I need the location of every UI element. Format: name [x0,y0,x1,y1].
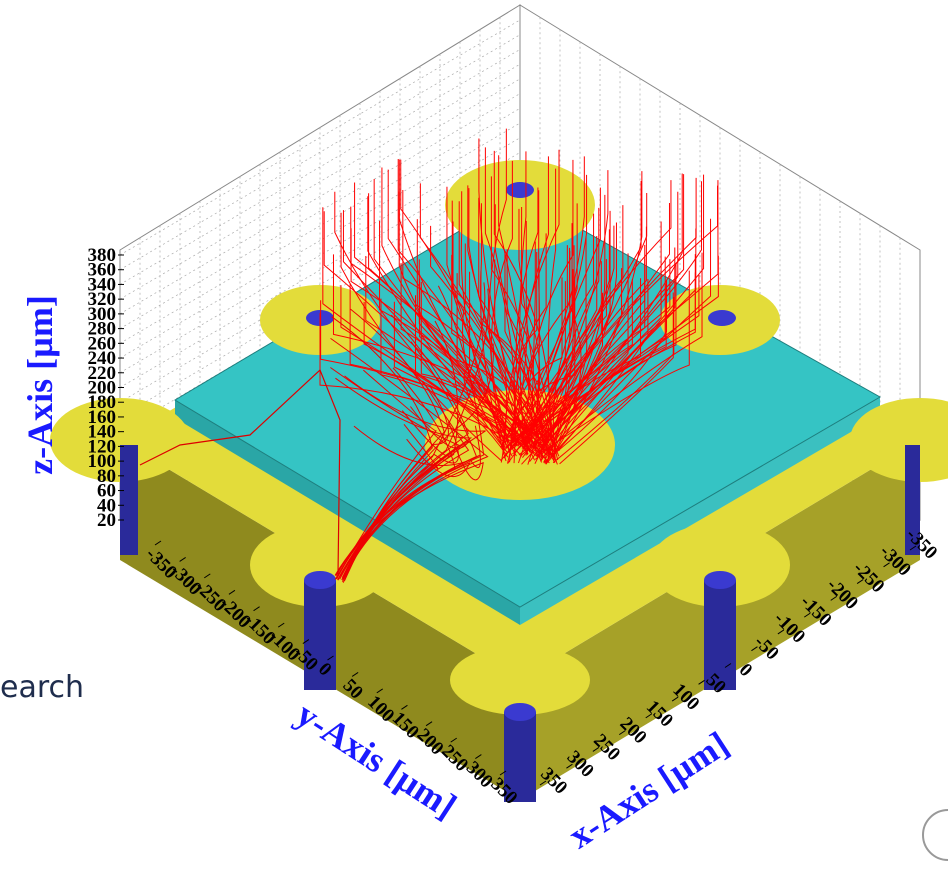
corner-icon [923,810,948,860]
z-tick-label: 380 [88,245,117,266]
page: {"side_text": "earch", "z_axis": {"label… [0,0,948,873]
z-axis-title: z-Axis [µm] [20,295,60,475]
side-text: earch [0,670,84,705]
figure: 2040608010012014016018020022024026028030… [0,0,948,873]
